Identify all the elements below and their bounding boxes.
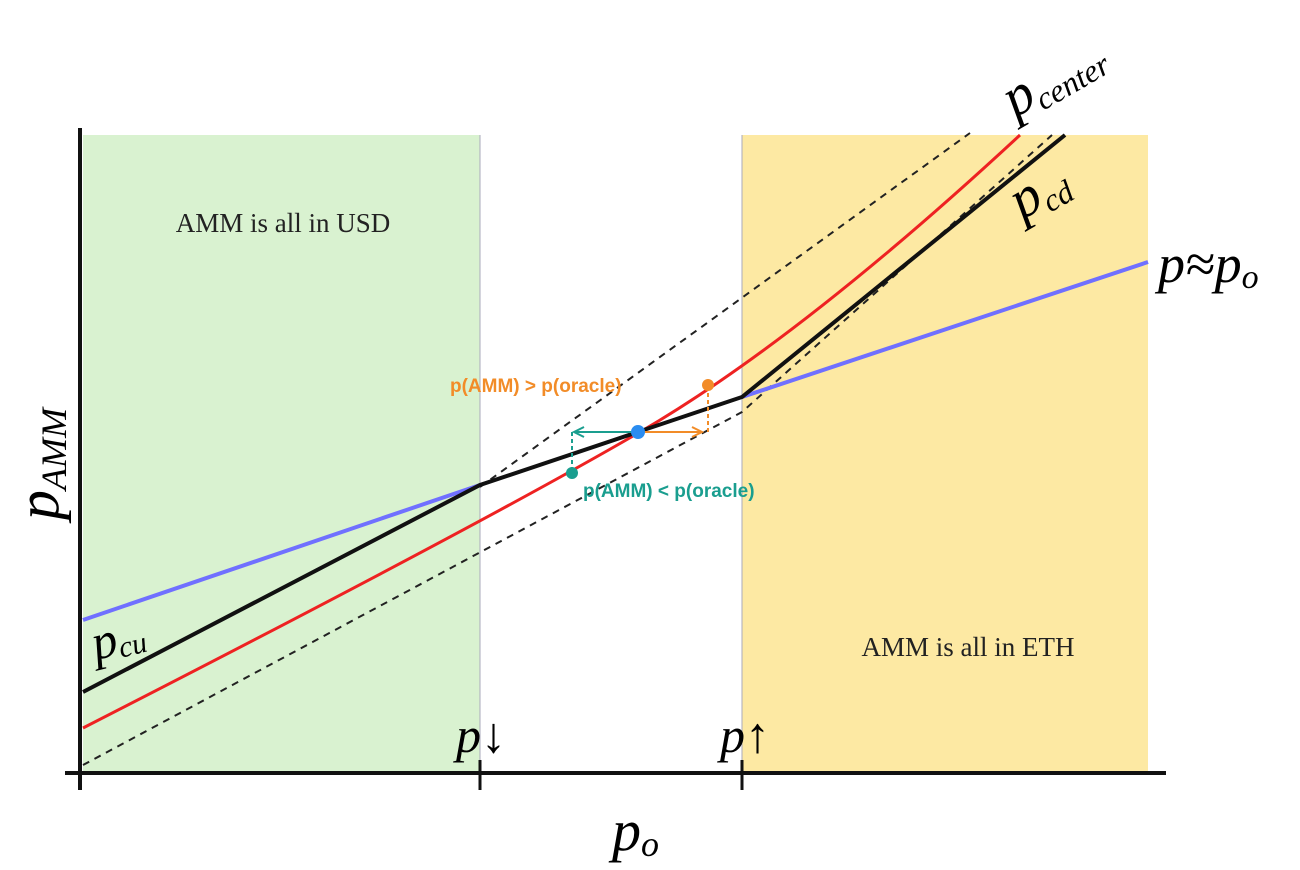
label-sub: o [1242, 259, 1259, 296]
arrowhead [571, 426, 585, 438]
tick-label: p↓ [453, 707, 506, 763]
region-label: AMM is all in USD [176, 208, 391, 238]
label-main: p [5, 490, 71, 524]
label-sub: o [641, 824, 659, 864]
curve-label: p≈po [1154, 234, 1259, 296]
eth-region [742, 135, 1148, 773]
usd-region [83, 135, 480, 773]
label-sub: AMM [34, 406, 74, 492]
oracle-line [82, 483, 481, 622]
annotation: p(AMM) < p(oracle) [583, 481, 755, 502]
curve-label: pcenter [987, 21, 1116, 133]
region-label: AMM is all in ETH [862, 632, 1075, 662]
oracle-line [741, 260, 1149, 399]
amm-curve [82, 133, 1067, 694]
tick-label: p↑ [717, 707, 770, 763]
lower-dashed [82, 134, 1053, 766]
dot [702, 379, 714, 391]
annotation: p(AMM) > p(oracle) [450, 376, 622, 397]
upper-dashed [479, 132, 971, 488]
dot [566, 467, 578, 479]
x-axis-label: po [608, 798, 659, 864]
y-axis-label: pAMM [5, 406, 74, 524]
label-main: p≈p [1154, 234, 1242, 294]
label-sub: center [1029, 46, 1117, 117]
point [631, 425, 645, 439]
arrowhead [691, 426, 705, 438]
label-main: p [608, 798, 641, 863]
